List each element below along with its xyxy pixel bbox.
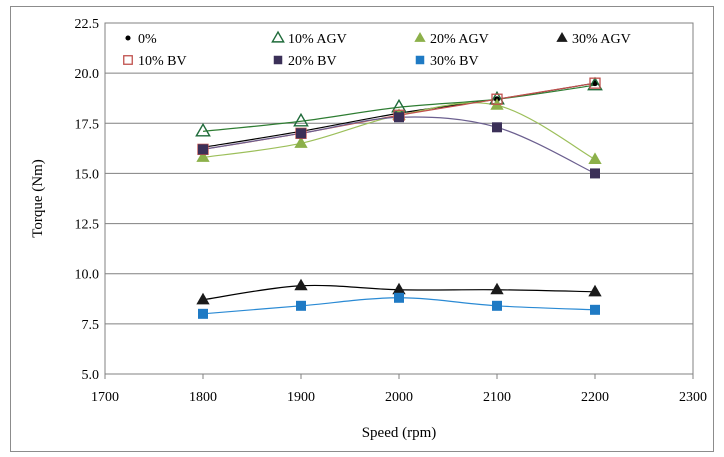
y-tick-label: 7.5 [82, 318, 100, 333]
y-tick-label: 10.0 [75, 268, 100, 283]
data-point-20pct-agv [196, 150, 210, 162]
legend-marker-10pct-agv [271, 30, 285, 43]
legend-label-30pct-bv: 30% BV [430, 54, 479, 69]
data-point-30pct-bv [590, 304, 600, 315]
data-point-20pct-bv [198, 144, 208, 155]
x-tick-label: 1800 [189, 390, 217, 405]
x-tick-label: 2200 [581, 390, 609, 405]
data-point-30pct-agv [294, 278, 308, 291]
data-point-10pct-bv [589, 77, 601, 89]
data-point-10pct-bv [491, 93, 503, 105]
data-point-30pct-agv [196, 292, 210, 305]
x-axis-title: Speed (rpm) [362, 425, 437, 441]
data-point-20pct-bv [296, 128, 306, 139]
legend-label-20pct-bv: 20% BV [288, 54, 337, 69]
data-point-30pct-bv [394, 292, 404, 303]
y-tick-label: 12.5 [75, 218, 100, 233]
y-axis-title: Torque (Nm) [30, 159, 46, 238]
legend-marker-30pct-bv [415, 55, 425, 65]
marker-layer [195, 76, 603, 319]
legend-label-20pct-agv: 20% AGV [430, 32, 489, 47]
data-point-20pct-bv [590, 168, 600, 179]
legend-marker-0pct [125, 35, 131, 41]
y-tick-label: 22.5 [75, 17, 100, 32]
data-point-30pct-bv [296, 300, 306, 311]
legend-label-10pct-agv: 10% AGV [288, 32, 347, 47]
data-point-30pct-bv [492, 300, 502, 311]
data-point-20pct-agv [588, 152, 602, 164]
legend-marker-10pct-bv [123, 55, 133, 65]
data-point-10pct-agv [587, 76, 603, 91]
x-tick-label: 1700 [91, 390, 119, 405]
data-point-30pct-bv [198, 308, 208, 319]
data-point-30pct-agv [588, 284, 602, 297]
x-tick-label: 2100 [483, 390, 511, 405]
y-tick-label: 20.0 [75, 67, 100, 82]
legend-marker-30pct-agv [556, 32, 568, 42]
plot-area [104, 22, 694, 375]
legend-marker-20pct-agv [414, 32, 426, 42]
x-tick-label: 1900 [287, 390, 315, 405]
grid-layer [105, 22, 693, 375]
data-point-30pct-agv [392, 282, 406, 295]
legend-label-0pct: 0% [138, 32, 157, 47]
data-point-20pct-bv [394, 112, 404, 123]
data-point-10pct-agv [293, 112, 309, 127]
y-tick-label: 5.0 [82, 368, 100, 383]
y-tick-label: 15.0 [75, 167, 100, 182]
legend-label-10pct-bv: 10% BV [138, 54, 187, 69]
data-point-30pct-agv [490, 282, 504, 295]
data-point-20pct-bv [492, 122, 502, 133]
x-tick-label: 2000 [385, 390, 413, 405]
legend-marker-20pct-bv [273, 55, 283, 65]
y-tick-label: 17.5 [75, 117, 100, 132]
legend-label-30pct-agv: 30% AGV [572, 32, 631, 47]
series-line-10pct-agv [202, 84, 596, 132]
legend: 0% 10% AGV 20% AGV 30% AGV 10% BV 20% BV 30% B… [123, 30, 631, 69]
x-tick-label: 2300 [679, 390, 707, 405]
data-point-20pct-agv [294, 136, 308, 148]
data-point-10pct-agv [195, 122, 211, 137]
tick-layer: 5.0 7.5 10.0 12.5 15.0 17.5 20.0 22.5 1700 1800 19… [75, 17, 708, 405]
